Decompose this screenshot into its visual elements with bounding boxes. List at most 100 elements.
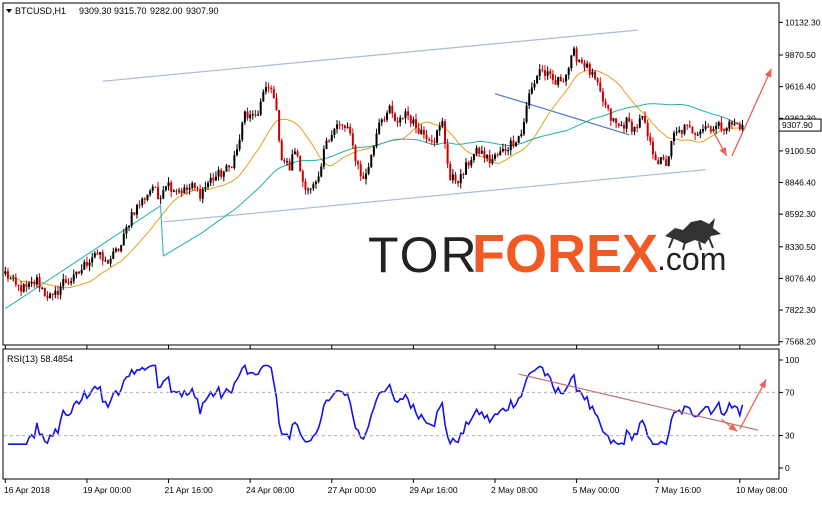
candle-body [554, 79, 557, 85]
candle-body [604, 101, 607, 106]
candle-body [723, 129, 726, 131]
candle-body [56, 290, 59, 295]
candle-body [106, 260, 109, 264]
candle-body [422, 129, 425, 135]
candle-body [436, 130, 439, 143]
candle-body [657, 160, 660, 165]
candle-body [199, 188, 202, 199]
candle-body [343, 125, 346, 129]
candle-body [409, 115, 412, 124]
candle-body [620, 124, 623, 126]
forecast-arrow-up-head [764, 68, 772, 78]
candle-body [515, 142, 518, 147]
candle-body [694, 133, 697, 135]
candle-body [601, 91, 604, 102]
candle-body [686, 124, 689, 126]
candle-body [314, 181, 317, 185]
candle-body [715, 125, 718, 129]
symbol-header: BTCUSD,H1 9309.30 9315.70 9282.00 9307.9… [6, 6, 219, 16]
candle-body [551, 73, 554, 80]
candle-body [696, 134, 699, 136]
candle-body [12, 277, 15, 279]
candle-body [330, 135, 333, 141]
candle-body [478, 147, 481, 154]
candle-body [151, 186, 154, 191]
candle-body [9, 278, 12, 280]
candle-body [630, 121, 633, 132]
candle-body [91, 257, 94, 263]
candle-body [688, 125, 691, 127]
candle-body [517, 136, 520, 143]
candle-body [312, 184, 315, 189]
rsi-arrow-up-head [759, 379, 767, 389]
candle-body [167, 182, 170, 187]
header-dropdown-icon[interactable] [6, 9, 12, 13]
candle-body [567, 68, 570, 75]
candle-body [304, 181, 307, 190]
channel-upper-line [102, 29, 638, 82]
candle-body [351, 133, 354, 146]
time-tick-label: 7 May 16:00 [654, 485, 701, 495]
candle-body [191, 183, 194, 188]
candle-body [83, 261, 86, 270]
candle-body [20, 285, 23, 292]
candle-body [651, 141, 654, 155]
candle-body [93, 253, 96, 258]
candle-body [133, 212, 136, 215]
candle-body [357, 161, 360, 165]
candle-body [109, 258, 112, 264]
rsi-tick-label: 70 [785, 387, 795, 397]
candle-body [130, 212, 133, 226]
candle-body [75, 271, 78, 275]
candle-body [596, 78, 599, 83]
candle-body [607, 105, 610, 109]
candle-body [407, 111, 410, 116]
watermark: TOR FOREX .com [368, 218, 726, 284]
candle-body [196, 187, 199, 189]
candle-body [364, 173, 367, 179]
rsi-line [7, 363, 744, 446]
candle-body [157, 187, 160, 200]
candle-body [85, 261, 88, 266]
candle-body [538, 69, 541, 77]
candle-body [4, 271, 7, 274]
candle-body [175, 190, 178, 192]
channel-layer [102, 29, 706, 223]
candle-body [378, 122, 381, 134]
candle-body [270, 87, 273, 90]
candle-body [680, 129, 683, 134]
candle-body [559, 76, 562, 82]
candle-body [707, 126, 710, 128]
price-tick-label: 8846.40 [785, 178, 816, 188]
candle-body [278, 109, 281, 141]
header-close: 9307.90 [186, 6, 219, 16]
candle-body [112, 251, 115, 259]
candle-body [557, 76, 560, 85]
watermark-com: .com [657, 241, 726, 277]
candle-body [417, 127, 420, 135]
candle-body [633, 126, 636, 132]
candle-body [299, 155, 302, 172]
candle-body [349, 126, 352, 134]
time-axis: 16 Apr 2018 19 Apr 00:00 21 Apr 16:00 24 Ap… [4, 485, 788, 495]
candle-body [325, 140, 328, 150]
resistance-trendline [494, 93, 630, 136]
candle-body [396, 120, 399, 123]
candle-body [565, 74, 568, 82]
candle-body [49, 293, 52, 299]
candle-body [233, 155, 236, 169]
candle-body [307, 189, 310, 191]
candle-body [72, 274, 75, 282]
candle-body [207, 182, 210, 188]
rsi-label: RSI(13) 58.4854 [7, 354, 73, 364]
candle-body [317, 176, 320, 182]
candle-body [728, 121, 731, 129]
candle-body [380, 119, 383, 123]
candle-body [362, 176, 365, 179]
candle-body [367, 167, 370, 174]
candle-body [662, 157, 665, 160]
time-tick-label: 27 Apr 00:00 [328, 485, 376, 495]
candle-body [64, 279, 67, 283]
candle-body [251, 114, 254, 116]
candle-body [164, 186, 167, 191]
